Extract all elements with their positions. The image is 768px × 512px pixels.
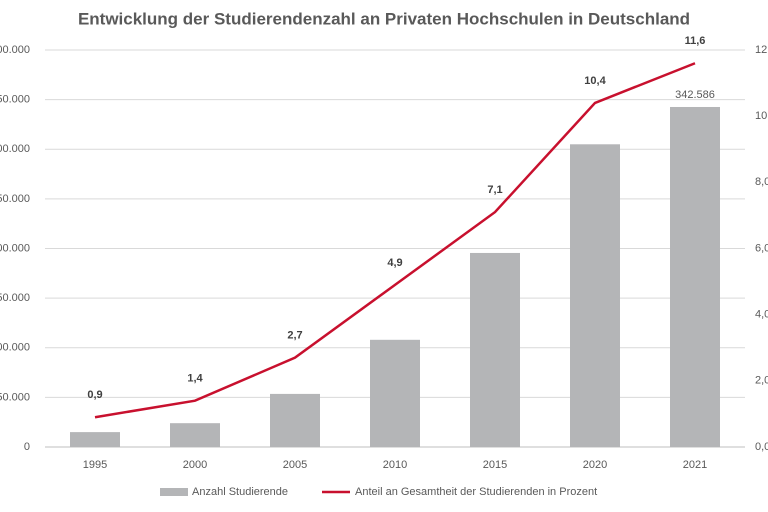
line-label: 1,4 (187, 373, 203, 385)
y2-tick-label: 12,0 (755, 44, 768, 56)
y-tick-label: 100.000 (0, 342, 30, 354)
y-tick-label: 50.000 (0, 391, 30, 403)
legend-label: Anzahl Studierende (192, 486, 288, 498)
x-tick-label: 2015 (483, 459, 507, 471)
x-tick-label: 2000 (183, 459, 207, 471)
y-tick-label: 350.000 (0, 94, 30, 106)
y-tick-label: 250.000 (0, 193, 30, 205)
y2-tick-label: 4,0 (755, 309, 768, 321)
bar-label: 342.586 (675, 89, 715, 101)
y-tick-label: 0 (24, 441, 30, 453)
y2-tick-label: 10,0 (755, 110, 768, 122)
y-tick-label: 150.000 (0, 292, 30, 304)
legend-swatch (160, 488, 188, 496)
line-label: 7,1 (487, 184, 502, 196)
line-label: 4,9 (387, 257, 402, 269)
bar (70, 432, 120, 447)
x-tick-label: 1995 (83, 459, 107, 471)
line-label: 10,4 (584, 75, 606, 87)
bar (170, 423, 220, 447)
y2-tick-label: 6,0 (755, 242, 768, 254)
line-label: 11,6 (685, 35, 706, 47)
bar (270, 393, 320, 447)
y2-tick-label: 2,0 (755, 375, 768, 387)
y2-tick-label: 0,0 (755, 441, 768, 453)
x-tick-label: 2005 (283, 459, 307, 471)
bar (370, 339, 420, 447)
bar (670, 106, 720, 447)
bar (570, 144, 620, 447)
line (94, 62, 696, 419)
chart-title: Entwicklung der Studierendenzahl an Priv… (78, 9, 690, 28)
y-tick-label: 200.000 (0, 242, 30, 254)
bar (470, 252, 520, 447)
line-label: 0,9 (87, 389, 102, 401)
y-tick-label: 400.000 (0, 44, 30, 56)
line-label: 2,7 (287, 330, 302, 342)
x-tick-label: 2020 (583, 459, 607, 471)
x-tick-label: 2010 (383, 459, 407, 471)
y2-tick-label: 8,0 (755, 176, 768, 188)
y-tick-label: 300.000 (0, 143, 30, 155)
x-tick-label: 2021 (683, 459, 707, 471)
legend-label: Anteil an Gesamtheit der Studierenden in… (355, 486, 597, 498)
